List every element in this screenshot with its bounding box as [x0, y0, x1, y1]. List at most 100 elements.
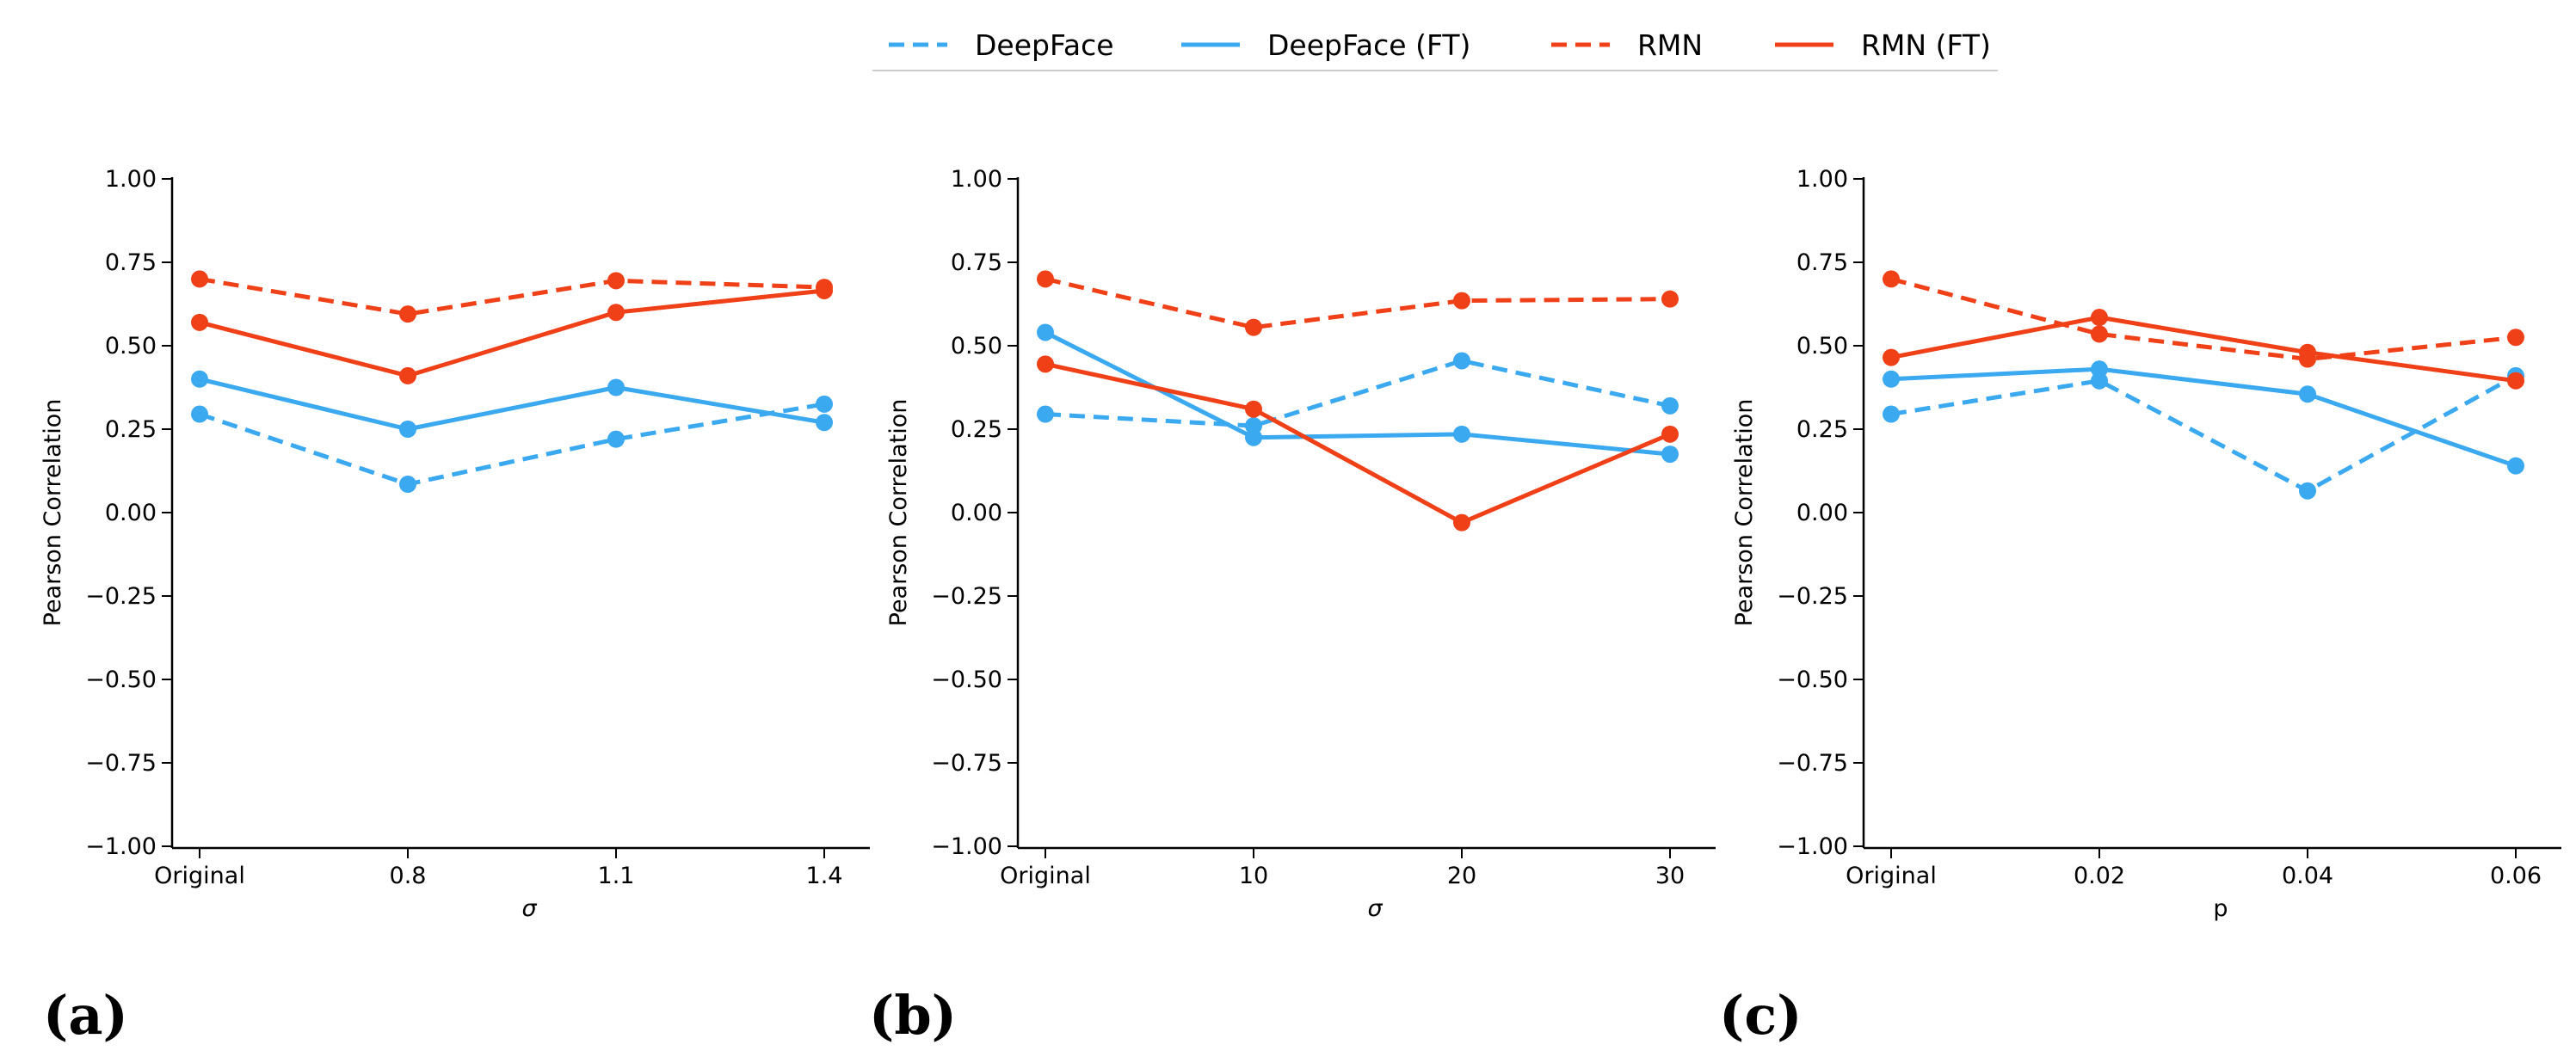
- x-tick-label: 30: [1655, 863, 1685, 889]
- series-rmn: [191, 270, 833, 323]
- data-point-rmn-ft: [2299, 343, 2316, 361]
- series-rmn-ft: [191, 281, 833, 384]
- panel-label: (a): [43, 984, 128, 1047]
- data-point-deepface-ft: [2299, 385, 2316, 403]
- legend-label: RMN (FT): [1861, 28, 1991, 62]
- data-point-rmn-ft: [1661, 425, 1679, 443]
- data-point-deepface: [399, 476, 416, 494]
- y-tick-label: −1.00: [1777, 833, 1848, 860]
- panel-label: (c): [1719, 984, 1802, 1047]
- data-point-rmn: [1245, 318, 1262, 336]
- data-point-rmn-ft: [2507, 372, 2524, 390]
- panel-label: (b): [869, 984, 957, 1047]
- y-tick-label: 0.25: [951, 416, 1002, 443]
- data-point-deepface-ft: [2091, 360, 2108, 378]
- data-point-rmn: [1883, 270, 1900, 288]
- data-point-rmn: [191, 270, 208, 288]
- y-tick-label: 0.00: [105, 500, 157, 526]
- data-point-deepface-ft: [1245, 428, 1262, 446]
- y-tick-label: 0.25: [105, 416, 157, 443]
- y-tick-label: −0.75: [1777, 750, 1848, 777]
- y-tick-label: −1.00: [931, 833, 1002, 860]
- y-tick-label: −0.50: [1777, 667, 1848, 693]
- y-tick-label: 0.00: [1796, 500, 1848, 526]
- y-tick-label: 0.50: [105, 333, 157, 360]
- y-tick-label: 0.75: [1796, 249, 1848, 276]
- data-point-deepface: [1883, 405, 1900, 423]
- data-point-rmn-ft: [1037, 355, 1054, 373]
- x-tick-label: 0.8: [390, 863, 427, 889]
- legend-item-deepface: DeepFace: [889, 28, 1114, 62]
- series-deepface: [1037, 352, 1679, 435]
- panels: −1.00 −0.75 −0.50 −0.25 0.00 0.25 0.50 0.75 1.00…: [40, 166, 2561, 1047]
- data-point-deepface: [1661, 396, 1679, 415]
- data-point-rmn-ft: [1245, 400, 1262, 418]
- series-line-rmn: [1045, 276, 1671, 330]
- data-point-deepface: [191, 405, 208, 423]
- data-point-deepface-ft: [816, 414, 833, 432]
- data-point-deepface-ft: [399, 421, 416, 438]
- data-point-deepface: [2299, 482, 2316, 500]
- data-point-deepface: [1453, 352, 1470, 370]
- series-line-rmn-ft: [199, 288, 825, 378]
- data-point-deepface: [1037, 405, 1054, 423]
- legend-label: DeepFace (FT): [1267, 28, 1470, 62]
- data-point-rmn-ft: [191, 313, 208, 331]
- series-line-rmn: [1890, 276, 2517, 362]
- series-line-rmn-ft: [1045, 361, 1671, 525]
- y-tick-label: 0.75: [105, 249, 157, 276]
- y-tick-label: 0.50: [951, 333, 1002, 360]
- data-point-deepface-ft: [1037, 323, 1054, 341]
- y-tick-label: 0.00: [951, 500, 1002, 526]
- x-tick-label: 10: [1239, 863, 1268, 889]
- chart-panel-3: −1.00 −0.75 −0.50 −0.25 0.00 0.25 0.50 0.75 1.00…: [1719, 166, 2561, 1047]
- y-axis-label: Pearson Correlation: [1731, 399, 1758, 627]
- data-point-deepface: [607, 430, 625, 448]
- x-axis-label: σ: [1367, 895, 1383, 922]
- legend: DeepFace DeepFace (FT) RMN RMN (FT): [872, 28, 1998, 71]
- series-deepface-ft: [191, 370, 833, 438]
- x-axis-label: p: [2213, 895, 2228, 922]
- x-tick-label: 0.06: [2490, 863, 2542, 889]
- series-rmn-ft: [1037, 355, 1679, 532]
- chart-panel-2: −1.00 −0.75 −0.50 −0.25 0.00 0.25 0.50 0.75 1.00…: [869, 166, 1716, 1047]
- x-tick-label: 0.04: [2282, 863, 2333, 889]
- data-point-rmn: [2507, 329, 2524, 347]
- data-point-deepface: [816, 395, 833, 413]
- data-point-rmn: [1037, 270, 1054, 288]
- y-tick-label: 1.00: [1796, 166, 1848, 193]
- data-point-deepface-ft: [191, 370, 208, 388]
- chart-panel-1: −1.00 −0.75 −0.50 −0.25 0.00 0.25 0.50 0.75 1.00…: [40, 166, 870, 1047]
- data-point-rmn-ft: [1453, 513, 1470, 532]
- data-point-deepface-ft: [1453, 425, 1470, 443]
- data-point-rmn-ft: [2091, 309, 2108, 327]
- legend-item-rmn: RMN: [1551, 28, 1703, 62]
- series-deepface-ft: [1883, 360, 2524, 475]
- series-line-rmn-ft: [1890, 315, 2517, 384]
- y-tick-label: −0.75: [931, 750, 1002, 777]
- y-tick-label: 1.00: [105, 166, 157, 193]
- series-line-deepface: [1045, 358, 1671, 428]
- data-point-rmn: [2091, 325, 2108, 343]
- legend-item-deepface-ft: DeepFace (FT): [1181, 28, 1470, 62]
- y-tick-label: 0.75: [951, 249, 1002, 276]
- series-line-rmn: [199, 276, 825, 316]
- y-tick-label: −0.25: [85, 583, 157, 610]
- legend-label: RMN: [1637, 28, 1703, 62]
- x-tick-label: 1.1: [598, 863, 635, 889]
- y-tick-label: 0.50: [1796, 333, 1848, 360]
- series-rmn-ft: [1883, 309, 2524, 390]
- y-tick-label: 1.00: [951, 166, 1002, 193]
- series-deepface: [1883, 366, 2524, 500]
- data-point-rmn: [1453, 292, 1470, 310]
- data-point-rmn-ft: [399, 366, 416, 384]
- y-tick-label: 0.25: [1796, 416, 1848, 443]
- series-line-deepface: [199, 402, 825, 487]
- y-axis-label: Pearson Correlation: [40, 399, 66, 627]
- data-point-deepface-ft: [2507, 457, 2524, 475]
- y-tick-label: −0.25: [1777, 583, 1848, 610]
- data-point-rmn: [607, 272, 625, 290]
- x-tick-label: Original: [1000, 863, 1091, 889]
- legend-label: DeepFace: [975, 28, 1114, 62]
- x-tick-label: Original: [154, 863, 245, 889]
